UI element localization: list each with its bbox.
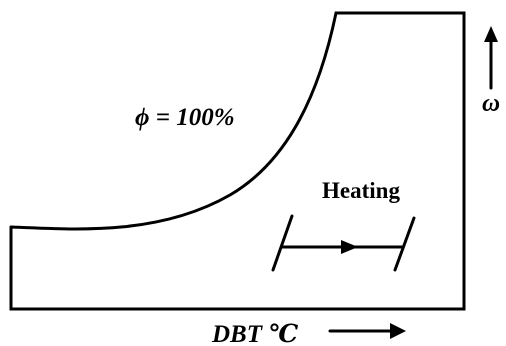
start-tick [271, 214, 294, 272]
heating-process [271, 214, 416, 272]
up-arrow-icon [484, 26, 498, 90]
phi-symbol: ϕ = 100% [135, 104, 235, 131]
right-arrow-icon [328, 323, 406, 339]
y-axis-label: ω [482, 90, 500, 117]
saturation-curve-label: ϕ = 100% [135, 104, 235, 131]
heating-label: Heating [322, 178, 400, 203]
end-tick [393, 216, 416, 272]
x-axis-label: DBT ℃ [211, 321, 298, 346]
chart-boundary [9, 11, 466, 311]
arrowhead-icon [341, 240, 358, 254]
x-axis-label-text: DBT ℃ [211, 321, 298, 346]
